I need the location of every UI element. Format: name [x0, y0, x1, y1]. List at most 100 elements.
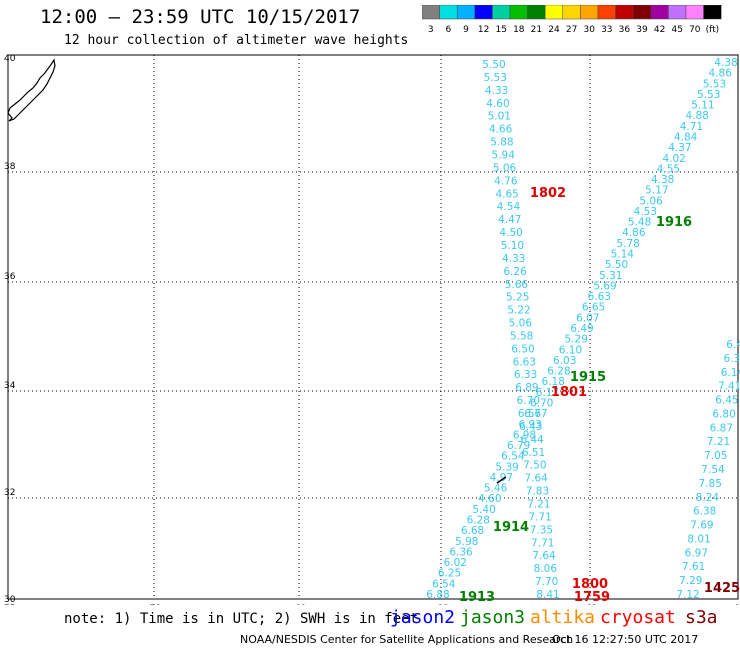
legend-label: 30 — [583, 25, 595, 35]
wave-height-value: 6.33 — [514, 369, 537, 381]
wave-height-value: 6.28 — [467, 515, 490, 527]
wave-height-value: 6.80 — [712, 408, 735, 420]
wave-height-value: 4.53 — [634, 206, 657, 218]
wave-height-value: 7.21 — [707, 436, 730, 448]
lon-label: -75 — [1, 604, 16, 605]
wave-height-value: 7.64 — [524, 473, 548, 485]
lat-label: 36 — [4, 272, 16, 282]
map-frame — [7, 54, 739, 600]
generated-timestamp: Oct 16 12:27:50 UTC 2017 — [552, 633, 699, 646]
lat-label: 34 — [4, 381, 16, 391]
wave-height-value: 5.98 — [455, 536, 478, 548]
wave-height-value: 5.31 — [599, 270, 622, 282]
lat-lon-grid — [8, 55, 738, 599]
wave-height-value: 6.03 — [553, 355, 576, 367]
legend-label: 45 — [671, 25, 682, 35]
wave-height-value: 6.10 — [559, 344, 582, 356]
legend-label: 21 — [531, 25, 542, 35]
legend-label: 12 — [478, 25, 489, 35]
wave-height-value: 6.98 — [513, 429, 536, 441]
legend-label: 9 — [463, 25, 469, 35]
legend-label: 3 — [428, 25, 434, 35]
satellite-jason3: jason3 — [460, 607, 526, 628]
wave-height-value: 6.54 — [432, 578, 456, 590]
wave-height-value: 6.44 — [520, 434, 544, 446]
altimeter-tracks: 5.505.534.334.605.014.665.885.945.064.76… — [426, 57, 740, 601]
wave-height-value: 4.38 — [651, 174, 674, 186]
coastline — [7, 58, 56, 122]
pass-time-label: 1425 — [704, 581, 740, 596]
legend-label: 70 — [689, 25, 701, 35]
track-segment — [496, 476, 507, 484]
wave-height-value: 5.01 — [488, 111, 511, 123]
wave-height-value: 5.94 — [492, 149, 516, 161]
page-subtitle: 12 hour collection of altimeter wave hei… — [64, 33, 409, 48]
wave-height-value: 7.54 — [701, 464, 725, 476]
lon-label: -66 — [434, 604, 449, 605]
wave-height-value: 5.40 — [472, 504, 495, 516]
wave-height-value: 5.53 — [697, 89, 720, 101]
lon-label: -69 — [292, 604, 307, 605]
wave-height-value: 5.14 — [611, 249, 635, 261]
pass-time-label: 1801 — [551, 385, 587, 400]
wave-height-value: 6.50 — [511, 343, 534, 355]
credit-line: NOAA/NESDIS Center for Satellite Applica… — [240, 633, 574, 646]
wave-height-value: 5.11 — [691, 100, 714, 112]
legend-label: 6 — [446, 25, 452, 35]
wave-height-value: 6.93 — [518, 419, 541, 431]
wave-height-value: 7.29 — [679, 575, 702, 587]
wave-height-value: 6.70 — [517, 395, 540, 407]
wave-height-value: 6.38 — [693, 506, 716, 518]
wave-height-value: 6.63 — [588, 291, 611, 303]
wave-height-value: 5.53 — [484, 72, 507, 84]
wave-height-value: 6.77 — [524, 408, 547, 420]
wave-height-value: 5.17 — [645, 185, 668, 197]
wave-height-value: 4.33 — [485, 85, 508, 97]
page-title: 12:00 — 23:59 UTC 10/15/2017 — [40, 6, 361, 28]
satellite-cryosat: cryosat — [600, 607, 676, 628]
wave-height-value: 7.61 — [682, 561, 705, 573]
lon-label: -72 — [147, 604, 162, 605]
wave-height-value: 7.35 — [530, 524, 553, 536]
wave-height-value: 6.70 — [530, 397, 553, 409]
legend-label: 42 — [654, 25, 665, 35]
wave-height-value: 5.88 — [490, 137, 513, 149]
wave-height-value: 6.18 — [542, 376, 565, 388]
wave-height-value: 8.41 — [536, 589, 559, 601]
wave-height-value: 5.06 — [509, 318, 533, 330]
wave-height-value: 7.70 — [535, 576, 558, 588]
satellite-jason2: jason2 — [390, 607, 456, 628]
wave-height-value: 6.02 — [444, 557, 467, 569]
wave-height-value: 5.66 — [505, 279, 529, 291]
wave-height-value: 5.53 — [703, 78, 726, 90]
wave-height-value: 5.58 — [510, 330, 533, 342]
wave-height-value: 6.65 — [582, 302, 605, 314]
wave-height-value: 4.50 — [499, 227, 522, 239]
wave-height-value: 6.36 — [449, 546, 473, 558]
wave-height-value: 6.87 — [710, 422, 733, 434]
wave-height-value: 7.85 — [699, 478, 722, 490]
wave-height-value: 4.33 — [502, 253, 525, 265]
wave-height-value: 7.64 — [532, 550, 556, 562]
lon-label: -60 — [731, 604, 740, 605]
wave-height-value: 8.01 — [687, 533, 710, 545]
pass-time-label: 1802 — [530, 186, 566, 201]
wave-height-value: 5.48 — [628, 217, 651, 229]
wave-height-value: 5.50 — [482, 59, 505, 71]
wave-height-value: 5.39 — [495, 461, 518, 473]
wave-height-value: 8.06 — [534, 563, 558, 575]
wave-height-value: 6.63 — [513, 356, 536, 368]
wave-height-value: 6.88 — [426, 589, 449, 601]
wave-height-value: 8.24 — [696, 492, 720, 504]
lat-label: 40 — [4, 54, 16, 64]
wave-height-value: 4.60 — [486, 98, 509, 110]
wave-height-value: 6.30 — [724, 353, 740, 365]
wave-height-value: 7.41 — [718, 381, 740, 393]
wave-height-value: 6.07 — [576, 312, 599, 324]
legend-label: (ft) — [706, 25, 720, 35]
pass-time-label: 1915 — [570, 370, 606, 385]
wave-height-value: 6.51 — [522, 447, 545, 459]
legend-label: 39 — [636, 25, 648, 35]
wave-height-value: 5.10 — [501, 240, 524, 252]
wave-height-value: 6.89 — [515, 382, 538, 394]
